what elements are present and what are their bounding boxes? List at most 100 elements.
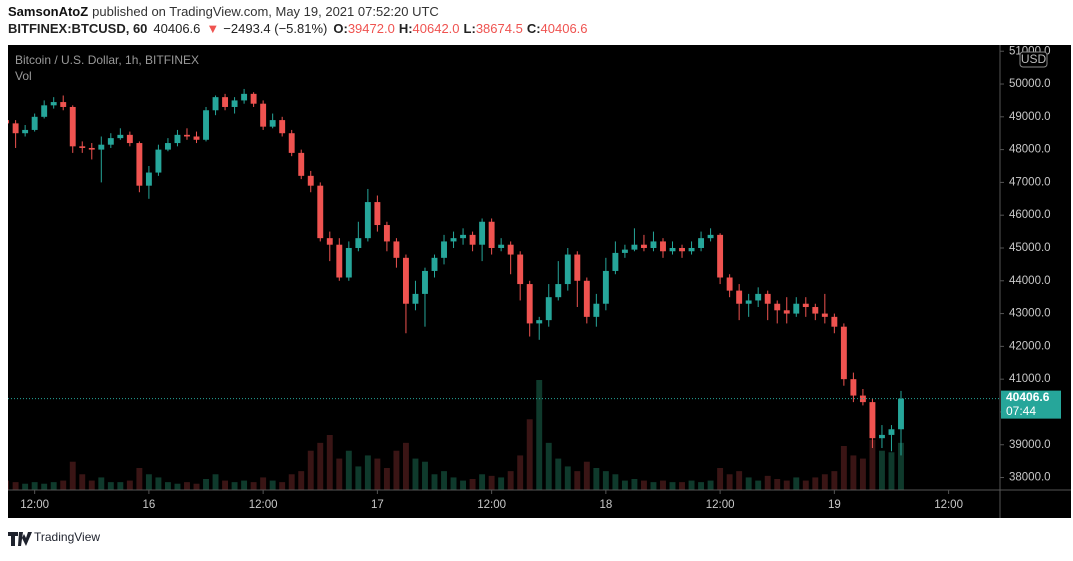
volume-bar bbox=[888, 452, 895, 490]
y-tick-label: 38000.0 bbox=[1009, 472, 1051, 484]
candle-body bbox=[736, 290, 743, 304]
candle-body bbox=[441, 241, 447, 258]
candle-body bbox=[50, 102, 57, 106]
volume-bar bbox=[602, 471, 609, 490]
candle-body bbox=[126, 134, 133, 144]
volume-bar bbox=[793, 477, 800, 490]
volume-bar bbox=[269, 480, 276, 490]
low-label: L: bbox=[464, 21, 476, 36]
x-tick-label: 18 bbox=[599, 499, 612, 511]
candle-body bbox=[536, 320, 543, 324]
candle-body bbox=[117, 134, 124, 139]
candle-body bbox=[479, 221, 486, 245]
candle-body bbox=[393, 241, 400, 258]
last-price-tag bbox=[1001, 390, 1061, 419]
candle-body bbox=[878, 434, 885, 439]
y-tick-label: 50000.0 bbox=[1009, 78, 1051, 90]
candle-body bbox=[650, 241, 657, 248]
candle-body bbox=[859, 395, 866, 403]
author[interactable]: SamsonAtoZ bbox=[8, 4, 88, 19]
volume-bar bbox=[31, 482, 38, 490]
currency[interactable]: USD bbox=[1021, 52, 1047, 66]
candle-body bbox=[412, 293, 419, 304]
volume-bar bbox=[326, 435, 333, 490]
volume-bar bbox=[460, 480, 467, 490]
volume-bar bbox=[241, 480, 248, 490]
candle-body bbox=[593, 303, 600, 317]
candle-body bbox=[850, 379, 857, 396]
candle-body bbox=[288, 133, 295, 153]
volume-bar bbox=[621, 480, 628, 490]
candle-body bbox=[679, 247, 685, 252]
candle-body bbox=[422, 270, 428, 294]
candle-body bbox=[726, 277, 733, 291]
plot bbox=[8, 88, 1000, 490]
currency-box[interactable] bbox=[1019, 51, 1048, 68]
candle-body bbox=[821, 313, 828, 317]
volume-bar bbox=[126, 480, 133, 490]
y-tick-label: 45000.0 bbox=[1009, 242, 1051, 254]
candle-body bbox=[355, 238, 362, 248]
volume-label: Vol bbox=[15, 69, 32, 83]
candle-body bbox=[793, 303, 800, 314]
candle-body bbox=[698, 238, 705, 248]
volume-bar bbox=[850, 455, 857, 490]
volume-bar bbox=[755, 480, 762, 490]
axes: 38000.039000.040000.041000.042000.043000… bbox=[20, 45, 1061, 511]
brand[interactable]: TradingView bbox=[34, 530, 100, 544]
x-tick-label: 12:00 bbox=[706, 499, 735, 511]
volume-bar bbox=[98, 477, 105, 490]
open-label: O: bbox=[333, 21, 347, 36]
candle-body bbox=[307, 175, 314, 186]
volume-bar bbox=[536, 380, 543, 490]
volume-bar bbox=[345, 450, 352, 490]
volume-bar bbox=[88, 480, 95, 490]
y-tick-label: 42000.0 bbox=[1009, 340, 1051, 352]
candle-body bbox=[364, 202, 371, 239]
volume-bar bbox=[60, 480, 67, 490]
y-tick-label: 48000.0 bbox=[1009, 144, 1051, 156]
candle-body bbox=[98, 144, 105, 150]
volume-bar bbox=[231, 482, 238, 490]
volume-bar bbox=[22, 483, 29, 490]
volume-bar bbox=[869, 439, 876, 490]
x-tick-label: 12:00 bbox=[477, 499, 506, 511]
volume-bar bbox=[717, 468, 724, 490]
candle-body bbox=[717, 234, 724, 278]
candle-body bbox=[812, 307, 819, 314]
candle-body bbox=[783, 310, 790, 314]
x-tick-label: 16 bbox=[142, 499, 155, 511]
candle-body bbox=[869, 402, 876, 439]
candle-body bbox=[840, 326, 847, 380]
volume-bar bbox=[507, 471, 514, 490]
candle-body bbox=[155, 149, 162, 173]
open-value: 39472.0 bbox=[348, 21, 395, 36]
volume-bar bbox=[79, 474, 86, 490]
volume-bar bbox=[41, 483, 48, 490]
candle-body bbox=[526, 284, 533, 324]
change-arrow: ▼ bbox=[206, 21, 219, 36]
volume-bar bbox=[184, 482, 190, 490]
close-value: 40406.6 bbox=[541, 21, 588, 36]
y-tick-label: 41000.0 bbox=[1009, 373, 1051, 385]
volume-bar bbox=[441, 471, 447, 490]
candle-body bbox=[612, 252, 619, 271]
candle-body bbox=[574, 254, 581, 281]
candle-body bbox=[488, 221, 495, 248]
candle-body bbox=[212, 97, 219, 111]
volume-bar bbox=[669, 482, 676, 490]
volume-bar bbox=[583, 461, 590, 490]
candle-body bbox=[164, 143, 171, 150]
candle-body bbox=[317, 185, 324, 239]
volume-bar bbox=[136, 468, 143, 490]
candle-body bbox=[774, 303, 781, 311]
volume-bar bbox=[317, 442, 324, 490]
candle-body bbox=[688, 247, 695, 252]
candle-body bbox=[193, 136, 200, 140]
candle-body bbox=[374, 202, 381, 226]
volume-bar bbox=[488, 475, 495, 490]
candle-body bbox=[802, 303, 809, 308]
volume-bar bbox=[631, 479, 638, 490]
candle-body bbox=[517, 254, 524, 285]
